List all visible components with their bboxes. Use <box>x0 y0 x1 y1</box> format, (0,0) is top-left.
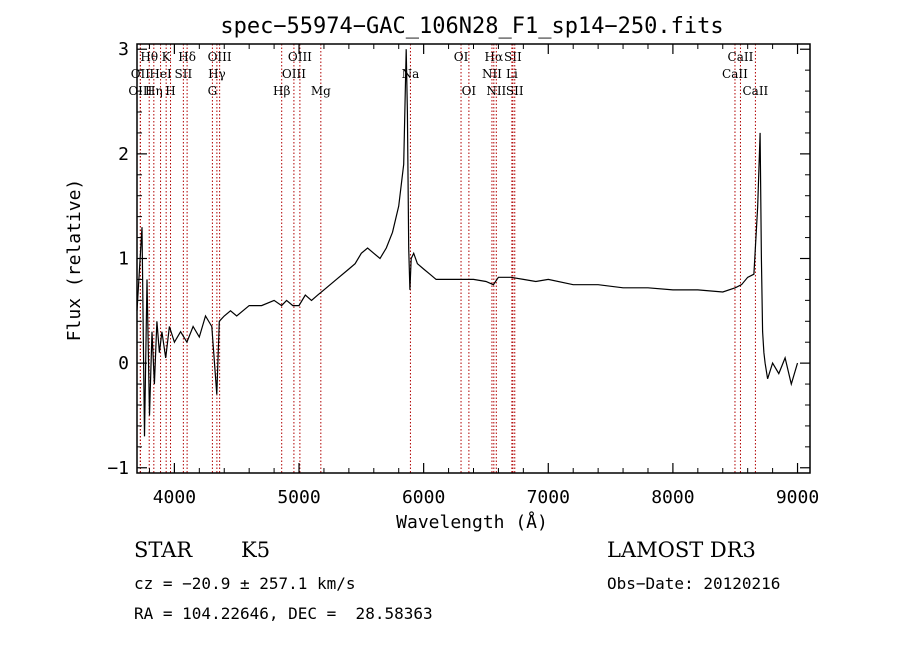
x-tick-label: 8000 <box>651 487 694 508</box>
x-tick-label: 9000 <box>776 487 819 508</box>
object-class: STAR <box>134 538 193 562</box>
line-marker-label: SII <box>504 50 522 64</box>
line-marker-label: K <box>162 50 172 64</box>
y-tick-label: 3 <box>118 39 129 60</box>
line-marker-label: Mg <box>311 84 331 98</box>
line-marker-label: CaII <box>728 50 754 64</box>
line-marker-label: SII <box>506 84 524 98</box>
line-marker-label: Hδ <box>178 50 196 64</box>
line-marker-label: Hθ <box>140 50 158 64</box>
x-tick-label: 5000 <box>277 487 320 508</box>
line-marker-label: HeI <box>149 67 172 81</box>
survey-name: LAMOST DR3 <box>607 538 756 562</box>
spectrum-line <box>136 49 799 437</box>
line-marker-label: SII <box>175 67 193 81</box>
coordinates: RA = 104.22646, DEC = 28.58363 <box>134 604 433 623</box>
line-marker-label: OIII <box>282 67 306 81</box>
line-marker-label: Hβ <box>273 84 290 98</box>
line-marker-label: OIII <box>288 50 312 64</box>
line-marker-label: H <box>165 84 175 98</box>
spectrum-chart: spec−55974−GAC_106N28_F1_sp14−250.fits H… <box>64 14 819 533</box>
y-axis-ticks: −1 0 1 2 3 <box>107 39 810 479</box>
x-tick-label: 6000 <box>402 487 445 508</box>
chart-title: spec−55974−GAC_106N28_F1_sp14−250.fits <box>220 14 723 39</box>
line-marker-label: OII <box>131 67 151 81</box>
y-tick-label: −1 <box>107 458 129 479</box>
object-subclass: K5 <box>241 538 271 562</box>
observation-date: Obs−Date: 20120216 <box>607 574 781 593</box>
y-tick-label: 1 <box>118 249 129 270</box>
line-marker-label: OI <box>462 84 477 98</box>
line-marker-label: Hγ <box>208 67 226 81</box>
line-marker-label: NII <box>482 67 502 81</box>
plot-frame <box>136 43 811 474</box>
line-marker-label: Na <box>402 67 420 81</box>
y-tick-label: 0 <box>118 353 129 374</box>
spectrum-series <box>136 49 799 437</box>
line-marker-label: Li <box>506 67 518 81</box>
line-marker-label: G <box>208 84 218 98</box>
line-marker-label: Hη <box>145 84 163 98</box>
x-tick-label: 7000 <box>527 487 570 508</box>
x-axis-ticks: 4000 5000 6000 7000 8000 9000 <box>148 44 819 508</box>
y-tick-label: 2 <box>118 144 129 165</box>
line-marker-label: Hα <box>485 50 504 64</box>
line-marker-label: OI <box>454 50 469 64</box>
line-marker-label: CaII <box>722 67 748 81</box>
x-axis-label: Wavelength (Å) <box>396 511 548 533</box>
line-marker-label: NII <box>486 84 506 98</box>
line-marker-label: OIII <box>208 50 232 64</box>
x-tick-label: 4000 <box>153 487 196 508</box>
y-axis-label: Flux (relative) <box>64 179 85 342</box>
redshift-velocity: cz = −20.9 ± 257.1 km/s <box>134 574 356 593</box>
line-marker-label: CaII <box>742 84 768 98</box>
